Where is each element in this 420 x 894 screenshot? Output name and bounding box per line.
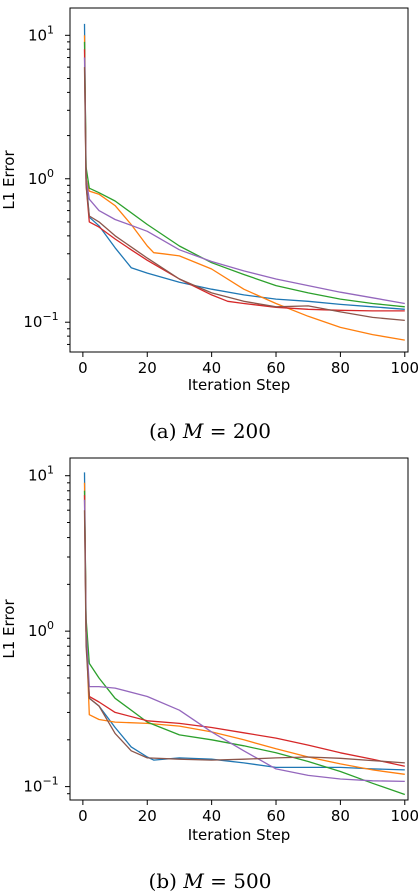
x-tick-label: 0: [78, 359, 88, 377]
plot-frame: [69, 457, 409, 801]
y-tick-label: 10−1: [23, 310, 58, 331]
series-line-purple: [83, 499, 405, 783]
series-line-red: [83, 495, 405, 767]
x-tick-label: 40: [202, 807, 221, 825]
series-line-red: [83, 49, 405, 312]
chart-panel-b: 0 20 40 60 80 100 101 100 10−1 Iteration Step L1 E…: [0, 457, 419, 893]
x-tick-label: 60: [266, 807, 285, 825]
series-line-blue: [83, 23, 405, 310]
y-axis-label: L1 Error: [0, 599, 18, 659]
y-tick-label: 101: [28, 23, 54, 44]
y-tick-label: 101: [28, 464, 54, 485]
series-line-green: [83, 41, 405, 308]
chart-panel-a: 0 20 40 60 80 100 101 100 10−1 Iteration Step L1 E…: [0, 7, 419, 443]
x-tick-label: 60: [266, 359, 285, 377]
series-line-brown: [83, 510, 405, 764]
figure-caption: (a) M = 200: [149, 419, 271, 443]
x-tick-label: 80: [331, 359, 350, 377]
plot-frame: [69, 7, 409, 353]
x-tick-label: 100: [390, 807, 419, 825]
series-line-brown: [83, 67, 405, 322]
x-tick-label: 20: [138, 807, 157, 825]
y-axis-label: L1 Error: [0, 150, 18, 210]
series-line-orange: [83, 35, 405, 341]
y-tick-label: 10−1: [23, 775, 58, 796]
x-axis-label: Iteration Step: [188, 826, 291, 844]
x-tick-label: 20: [138, 359, 157, 377]
x-tick-label: 40: [202, 359, 221, 377]
series-line-blue: [83, 472, 405, 771]
x-tick-label: 80: [331, 807, 350, 825]
y-tick-label: 100: [28, 167, 54, 188]
x-axis-label: Iteration Step: [188, 376, 291, 394]
y-tick-label: 100: [28, 619, 54, 640]
x-tick-label: 0: [78, 807, 88, 825]
figure-caption: (b) M = 500: [149, 869, 272, 893]
x-tick-label: 100: [390, 359, 419, 377]
series-line-purple: [83, 57, 405, 305]
series-line-green: [83, 490, 406, 796]
series-line-orange: [83, 482, 405, 775]
